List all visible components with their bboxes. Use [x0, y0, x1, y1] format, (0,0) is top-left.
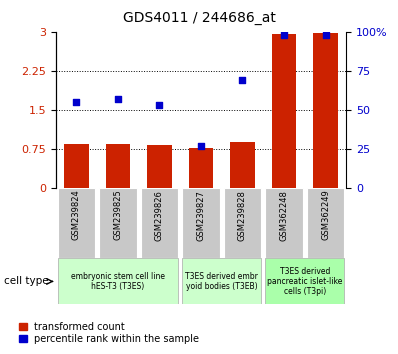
Text: GDS4011 / 244686_at: GDS4011 / 244686_at: [123, 11, 275, 25]
Bar: [265, 258, 344, 304]
Bar: [105, 144, 131, 188]
Bar: [313, 33, 338, 188]
Bar: [307, 188, 344, 258]
Text: GSM239825: GSM239825: [113, 190, 123, 240]
Point: [281, 32, 287, 38]
Point: [156, 102, 163, 108]
Bar: [141, 188, 178, 258]
Bar: [182, 258, 261, 304]
Text: T3ES derived
pancreatic islet-like
cells (T3pi): T3ES derived pancreatic islet-like cells…: [267, 267, 342, 296]
Point: [115, 96, 121, 102]
Point: [73, 99, 80, 105]
Text: GSM362248: GSM362248: [279, 190, 289, 241]
Point: [198, 143, 204, 148]
Point: [239, 77, 246, 83]
Bar: [271, 34, 297, 188]
Text: GSM362249: GSM362249: [321, 190, 330, 240]
Text: embryonic stem cell line
hES-T3 (T3ES): embryonic stem cell line hES-T3 (T3ES): [71, 272, 165, 291]
Legend: transformed count, percentile rank within the sample: transformed count, percentile rank withi…: [17, 320, 201, 346]
Bar: [224, 188, 261, 258]
Bar: [100, 188, 137, 258]
Point: [322, 32, 329, 38]
Bar: [64, 144, 89, 188]
Bar: [230, 142, 255, 188]
Text: GSM239826: GSM239826: [155, 190, 164, 241]
Text: T3ES derived embr
yoid bodies (T3EB): T3ES derived embr yoid bodies (T3EB): [185, 272, 258, 291]
Text: cell type: cell type: [4, 276, 49, 286]
Bar: [189, 148, 213, 188]
Bar: [58, 258, 178, 304]
Bar: [58, 188, 95, 258]
Text: GSM239828: GSM239828: [238, 190, 247, 241]
Bar: [265, 188, 302, 258]
Bar: [147, 145, 172, 188]
Text: GSM239824: GSM239824: [72, 190, 81, 240]
Bar: [182, 188, 220, 258]
Text: GSM239827: GSM239827: [197, 190, 205, 241]
